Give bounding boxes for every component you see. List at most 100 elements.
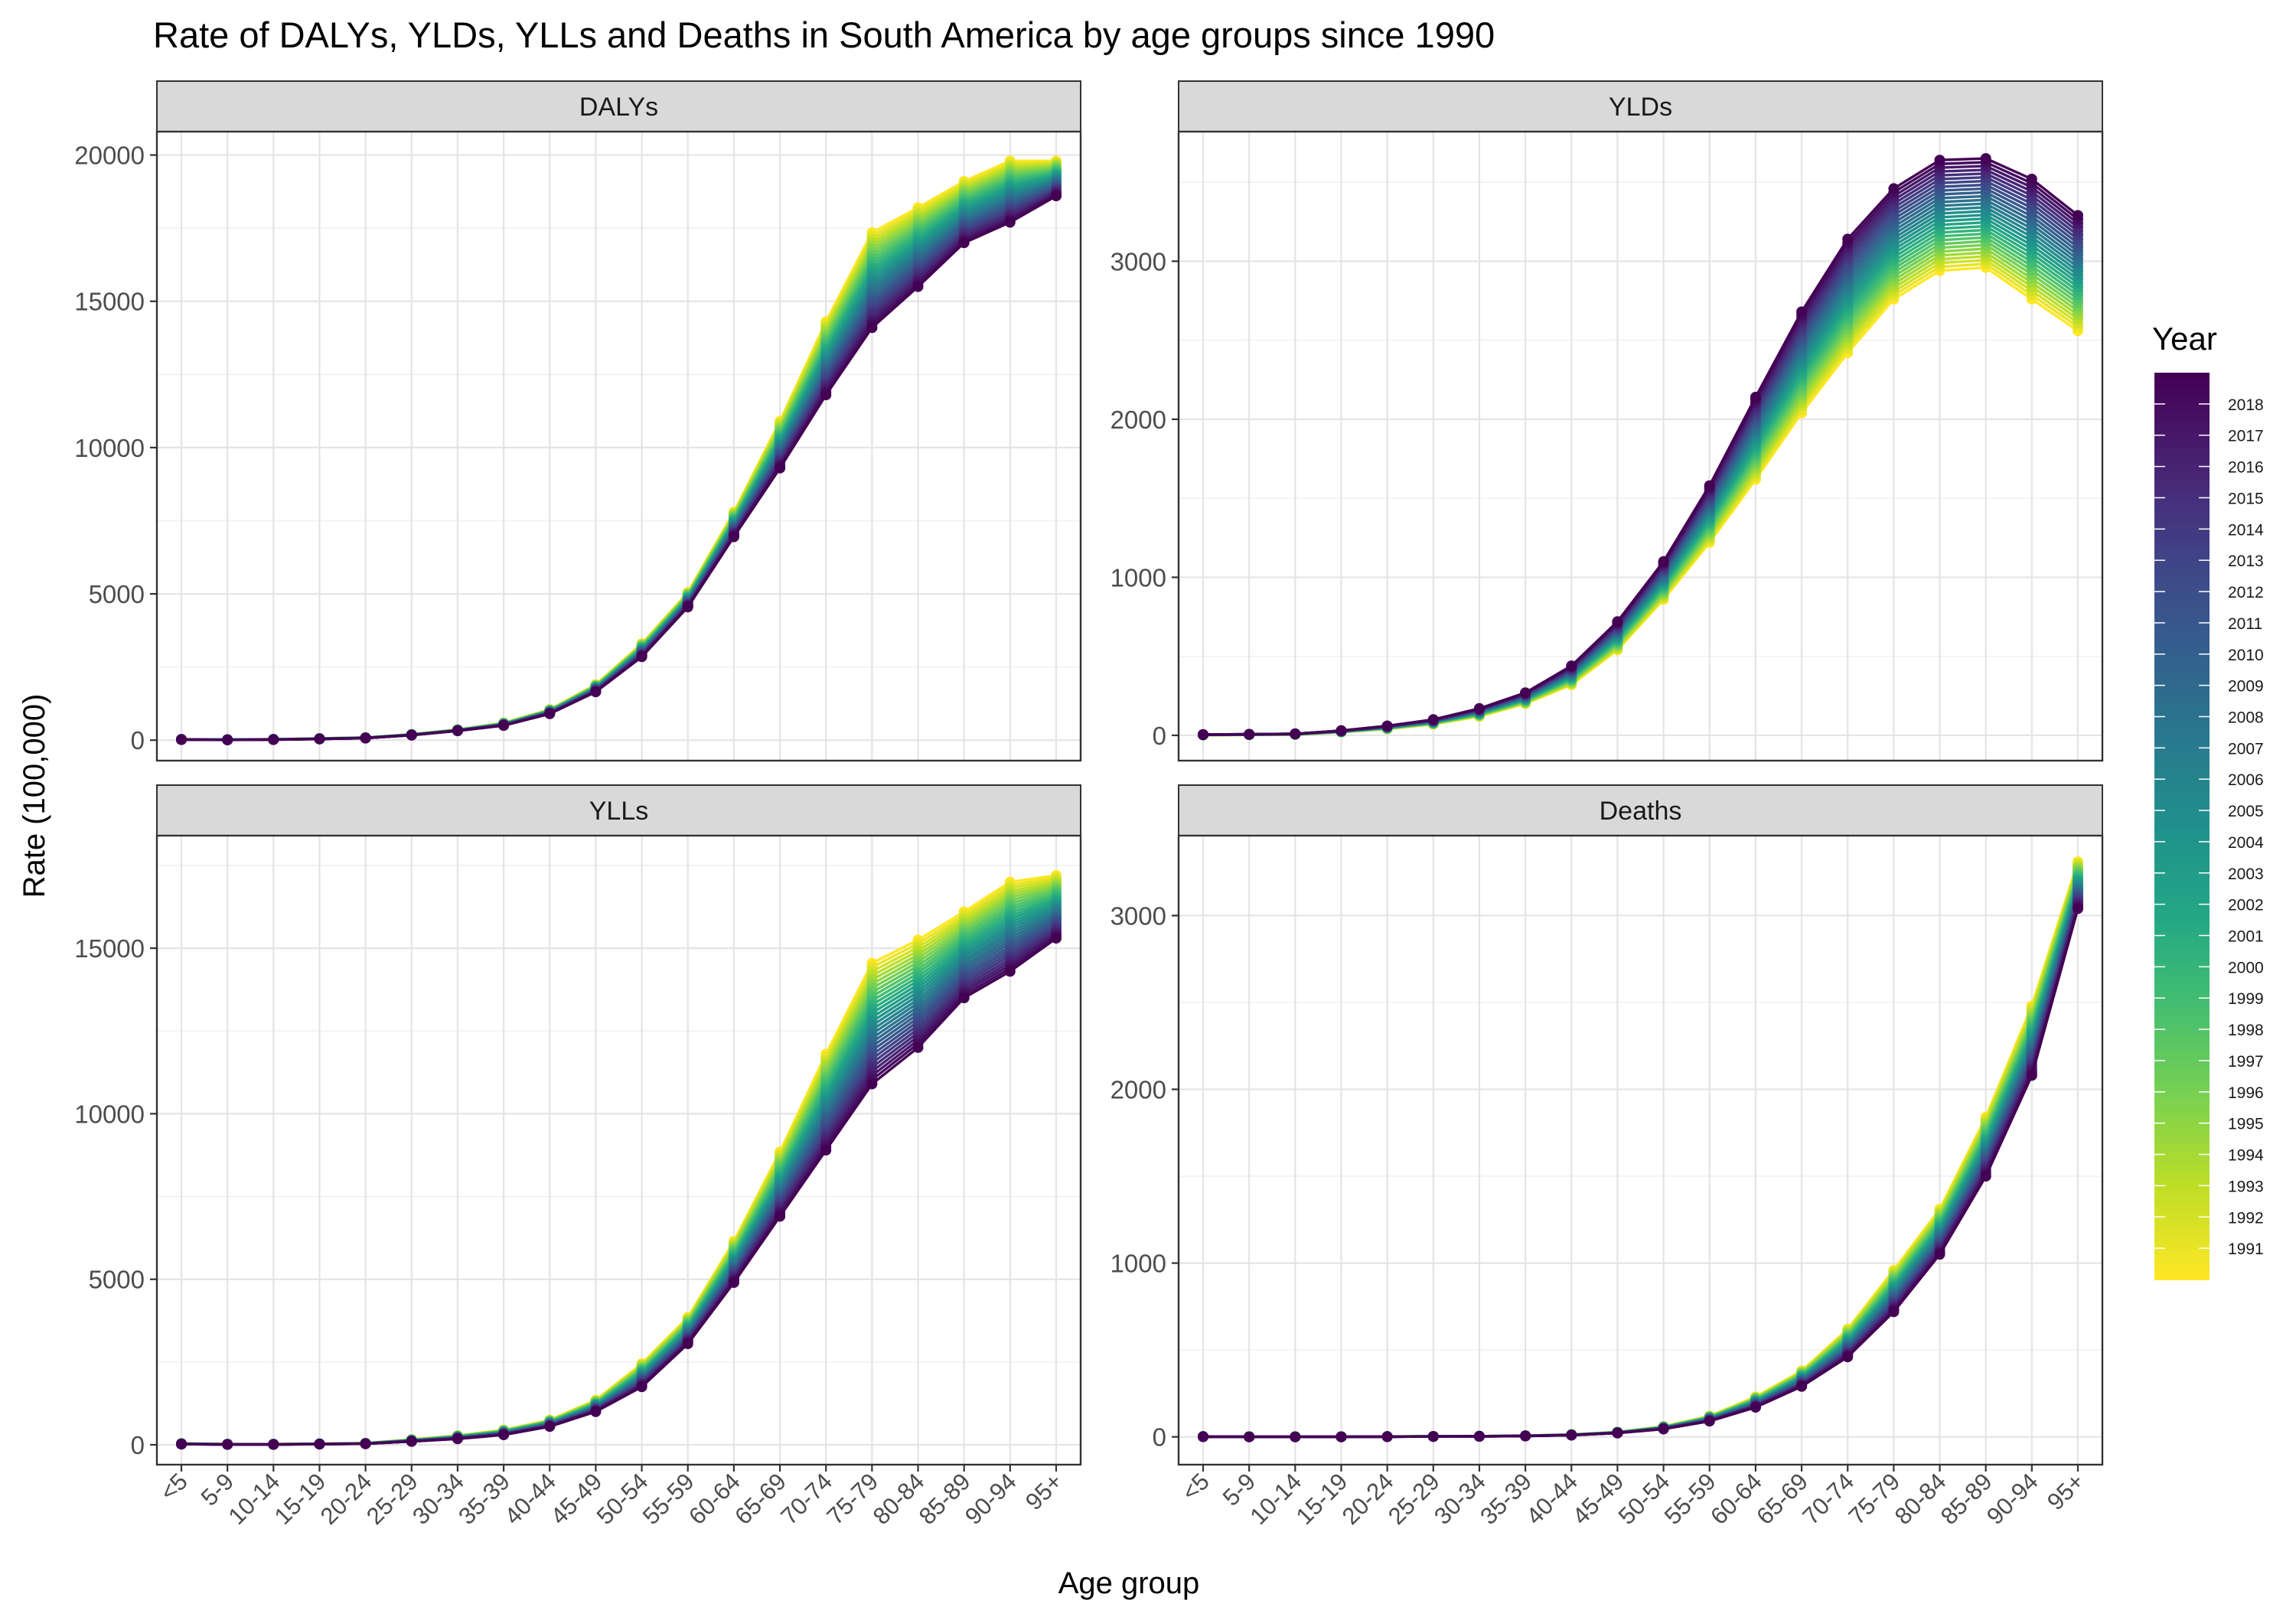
data-point <box>1520 687 1531 699</box>
data-point <box>1520 1430 1531 1442</box>
data-point <box>1842 1351 1854 1363</box>
colorbar-segment <box>2154 1113 2210 1122</box>
colorbar-segment <box>2154 909 2210 918</box>
data-point <box>2026 174 2037 184</box>
data-point <box>1336 725 1347 736</box>
colorbar-segment <box>2154 546 2210 555</box>
colorbar-segment <box>2154 614 2210 623</box>
data-point <box>775 462 786 474</box>
legend-label: 2010 <box>2228 647 2264 664</box>
colorbar-segment <box>2154 607 2210 615</box>
x-tick-label: 35-39 <box>453 1468 515 1530</box>
colorbar-segment <box>2154 781 2210 790</box>
panel-border <box>155 834 1082 1466</box>
data-point <box>1750 1402 1761 1413</box>
x-tick-label: 65-69 <box>1751 1468 1813 1530</box>
colorbar-segment <box>2154 637 2210 646</box>
legend-label: 2002 <box>2228 897 2264 914</box>
colorbar-segment <box>2154 1196 2210 1205</box>
x-tick-label: 50-54 <box>1613 1468 1675 1530</box>
y-tick-label: 3000 <box>1110 901 1166 930</box>
x-tick-label: 75-79 <box>1843 1468 1905 1530</box>
x-tick-label: 60-64 <box>1705 1468 1767 1530</box>
data-point <box>176 734 187 745</box>
series-line-2019 <box>1202 157 2079 736</box>
x-tick-label: 90-94 <box>960 1468 1022 1530</box>
colorbar-segment <box>2154 878 2210 888</box>
colorbar-segment <box>2154 1045 2210 1054</box>
colorbar-segment <box>2154 1007 2210 1016</box>
colorbar-segment <box>2154 849 2210 857</box>
colorbar-segment <box>2154 455 2210 464</box>
data-point <box>222 734 233 745</box>
data-point <box>452 1433 463 1445</box>
colorbar-segment <box>2154 440 2210 449</box>
y-tick-label: 0 <box>1153 722 1166 750</box>
x-tick-label: 55-59 <box>1659 1468 1721 1530</box>
data-point <box>544 1421 556 1433</box>
x-tick-label: 25-29 <box>1383 1468 1445 1530</box>
colorbar-segment <box>2154 531 2210 540</box>
colorbar-segment <box>2154 675 2210 683</box>
colorbar-segment <box>2154 977 2210 986</box>
colorbar-segment <box>2154 1249 2210 1258</box>
colorbar-segment <box>2154 380 2210 389</box>
colorbar-segment <box>2154 901 2210 911</box>
colorbar-segment <box>2154 652 2210 661</box>
x-tick-label: 15-19 <box>269 1468 331 1530</box>
colorbar-segment <box>2154 871 2210 880</box>
legend-label: 1991 <box>2228 1240 2264 1258</box>
legend-label: 1994 <box>2228 1147 2264 1165</box>
colorbar-segment <box>2154 1219 2210 1227</box>
x-tick-label: 95+ <box>1020 1468 1068 1515</box>
data-point <box>1244 1431 1255 1442</box>
colorbar-segment <box>2154 954 2210 963</box>
y-tick-label: 5000 <box>89 1266 145 1294</box>
colorbar-segment <box>2154 939 2210 948</box>
data-point <box>406 1436 417 1447</box>
colorbar-segment <box>2154 561 2210 570</box>
colorbar-segment <box>2154 984 2210 993</box>
panel-dalys: DALYs 0 5000 10000 15000 20000 <box>74 80 1082 762</box>
y-tick-label: 15000 <box>74 288 145 316</box>
colorbar-segment <box>2154 962 2210 971</box>
data-point <box>2026 1070 2037 1081</box>
data-point <box>1051 191 1062 202</box>
x-tick-label: 15-19 <box>1291 1468 1353 1530</box>
legend-label: 1993 <box>2228 1178 2264 1195</box>
x-tick-label: 70-74 <box>775 1468 837 1530</box>
data-point <box>1796 306 1808 318</box>
legend-label: 2017 <box>2228 428 2264 445</box>
series-2019 <box>1198 153 2083 740</box>
data-point <box>360 1438 371 1449</box>
colorbar-segment <box>2154 1173 2210 1182</box>
x-tick-label: 95+ <box>2042 1468 2089 1515</box>
colorbar-segment <box>2154 486 2210 494</box>
colorbar-segment <box>2154 576 2210 585</box>
colorbar-segment <box>2154 569 2210 578</box>
legend-label: 2003 <box>2228 865 2264 883</box>
data-point <box>1381 1431 1393 1442</box>
data-point <box>1336 1431 1347 1442</box>
colorbar-segment <box>2154 1015 2210 1024</box>
data-point <box>912 281 924 292</box>
series-group <box>1198 856 2083 1442</box>
y-tick-label: 10000 <box>74 434 145 462</box>
colorbar-segment <box>2154 667 2210 676</box>
data-point <box>2073 210 2083 221</box>
y-tick-label: 2000 <box>1110 1076 1166 1104</box>
y-tick-label: 10000 <box>74 1100 145 1128</box>
colorbar-segment <box>2154 856 2210 865</box>
series-group <box>176 869 1062 1450</box>
colorbar-segment <box>2154 463 2210 472</box>
data-point <box>498 720 510 732</box>
data-point <box>1198 1431 1208 1442</box>
colorbar-segment <box>2154 1098 2210 1107</box>
data-point <box>820 390 832 401</box>
colorbar-segment <box>2154 1234 2210 1243</box>
x-tick-label: 65-69 <box>729 1468 791 1530</box>
legend-label: 1995 <box>2228 1116 2264 1133</box>
data-point <box>1473 702 1485 714</box>
